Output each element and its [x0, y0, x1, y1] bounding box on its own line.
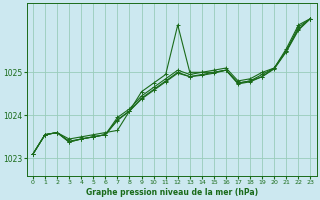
X-axis label: Graphe pression niveau de la mer (hPa): Graphe pression niveau de la mer (hPa) [86, 188, 258, 197]
